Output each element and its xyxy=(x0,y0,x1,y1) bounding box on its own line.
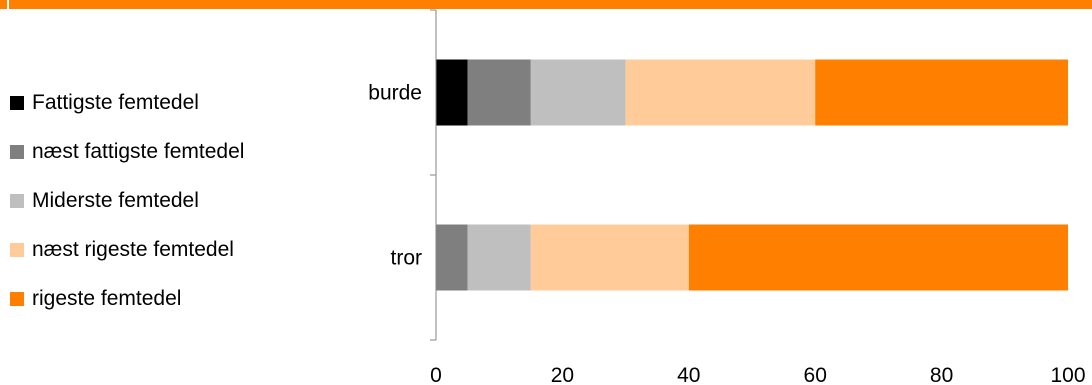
legend-label: Fattigste femtedel xyxy=(32,91,199,114)
bar-segment xyxy=(530,224,689,291)
bar-segment xyxy=(625,59,816,126)
legend-swatch xyxy=(10,292,24,306)
category-label: burde xyxy=(368,82,422,105)
x-tick-label: 80 xyxy=(930,364,953,385)
x-tick-label: 20 xyxy=(551,364,574,385)
x-tick-label: 40 xyxy=(677,364,700,385)
x-tick-label: 0 xyxy=(430,364,442,385)
legend-label: næst rigeste femtedel xyxy=(32,238,234,261)
bar-segment xyxy=(436,224,468,291)
legend-swatch xyxy=(10,194,24,208)
legend-label: Miderste femtedel xyxy=(32,189,199,212)
top-bar-notch xyxy=(7,0,9,9)
legend-label: næst fattigste femtedel xyxy=(32,140,245,163)
legend-label: rigeste femtedel xyxy=(32,287,182,310)
legend-swatch xyxy=(10,145,24,159)
legend-swatch xyxy=(10,243,24,257)
top-accent-bar xyxy=(0,0,1092,9)
category-label: tror xyxy=(391,247,423,270)
bar-segment xyxy=(815,59,1068,126)
bar-segment xyxy=(436,59,468,126)
x-tick-label: 60 xyxy=(804,364,827,385)
legend-swatch xyxy=(10,96,24,110)
bar-segment xyxy=(467,59,531,126)
bar-segment xyxy=(688,224,1068,291)
x-tick-label: 100 xyxy=(1050,364,1085,385)
bar-segment xyxy=(530,59,626,126)
bar-segment xyxy=(467,224,531,291)
